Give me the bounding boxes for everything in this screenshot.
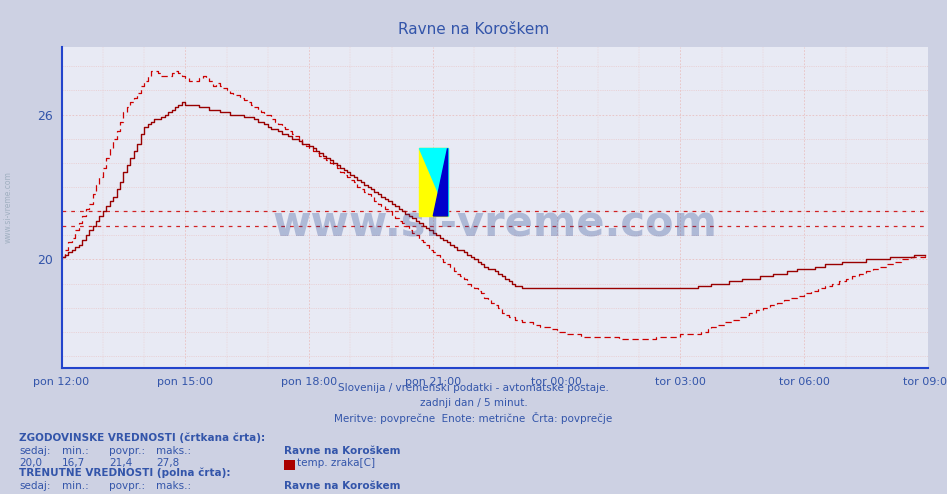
Text: povpr.:: povpr.: [109, 481, 145, 491]
Text: Slovenija / vremenski podatki - avtomatske postaje.: Slovenija / vremenski podatki - avtomats… [338, 383, 609, 393]
Text: temp. zraka[C]: temp. zraka[C] [297, 458, 375, 468]
Polygon shape [434, 148, 448, 216]
Text: 27,8: 27,8 [156, 458, 180, 468]
Text: maks.:: maks.: [156, 481, 191, 491]
Text: www.si-vreme.com: www.si-vreme.com [273, 203, 717, 245]
Text: Ravne na Koroškem: Ravne na Koroškem [398, 22, 549, 37]
Polygon shape [419, 148, 448, 216]
Text: zadnji dan / 5 minut.: zadnji dan / 5 minut. [420, 398, 527, 408]
Text: 20,0: 20,0 [19, 458, 42, 468]
Bar [419, 148, 448, 216]
Text: sedaj:: sedaj: [19, 446, 50, 455]
Text: TRENUTNE VREDNOSTI (polna črta):: TRENUTNE VREDNOSTI (polna črta): [19, 468, 230, 478]
Text: ZGODOVINSKE VREDNOSTI (črtkana črta):: ZGODOVINSKE VREDNOSTI (črtkana črta): [19, 432, 265, 443]
Text: maks.:: maks.: [156, 446, 191, 455]
Text: povpr.:: povpr.: [109, 446, 145, 455]
Text: www.si-vreme.com: www.si-vreme.com [4, 171, 13, 244]
Text: min.:: min.: [62, 481, 88, 491]
Text: Ravne na Koroškem: Ravne na Koroškem [284, 446, 401, 455]
Text: 21,4: 21,4 [109, 458, 133, 468]
Text: Meritve: povprečne  Enote: metrične  Črta: povprečje: Meritve: povprečne Enote: metrične Črta:… [334, 412, 613, 424]
Text: sedaj:: sedaj: [19, 481, 50, 491]
Text: min.:: min.: [62, 446, 88, 455]
Text: 16,7: 16,7 [62, 458, 85, 468]
Text: Ravne na Koroškem: Ravne na Koroškem [284, 481, 401, 491]
